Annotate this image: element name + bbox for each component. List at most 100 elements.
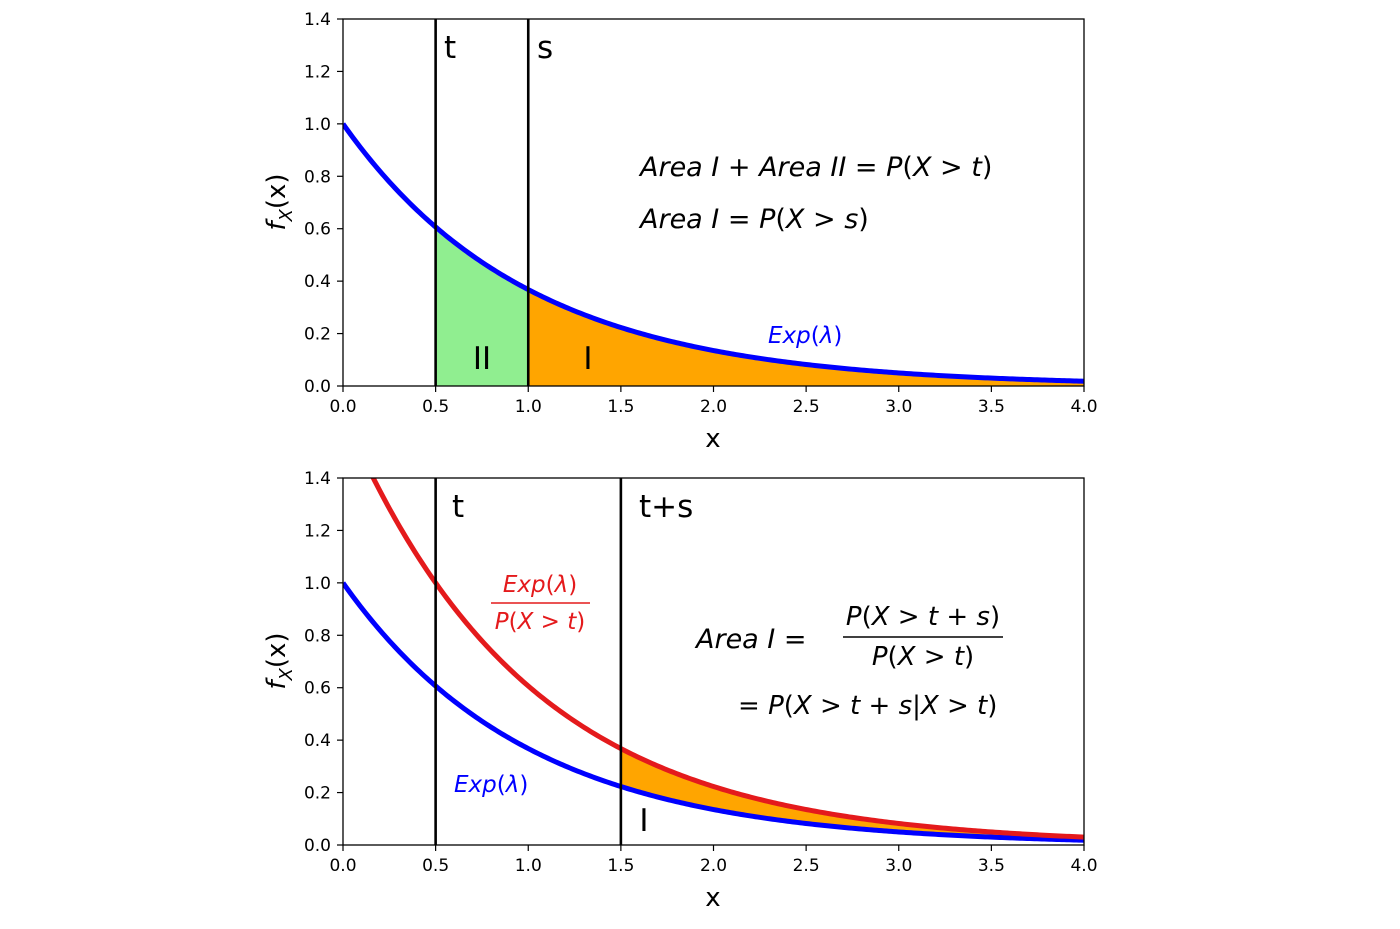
x-axis-label: x <box>705 424 720 454</box>
label-paren: ) <box>833 323 842 349</box>
x-ticks: 0.0 0.5 1.0 1.5 2.0 2.5 3.0 3.5 4.0 <box>329 386 1098 417</box>
shaded-regions <box>620 748 1084 841</box>
eq-op: ( <box>784 691 794 721</box>
vline-label-t: t <box>452 489 464 525</box>
label-op: ( <box>509 609 518 635</box>
label-paren: ( <box>546 572 555 598</box>
eq-term: Area I <box>694 624 775 655</box>
eq-op: ( <box>888 642 898 672</box>
series-layer <box>343 478 1084 843</box>
equation-denominator: P(X > t) <box>872 642 974 672</box>
y-label-sub: X <box>276 208 297 222</box>
region-label-II: II <box>473 341 491 377</box>
x-tick-label: 3.0 <box>885 397 912 417</box>
label-func: Exp <box>768 323 811 349</box>
eq-op: = <box>846 152 886 183</box>
eq-op: + <box>719 152 759 183</box>
x-tick-label: 3.5 <box>978 397 1005 417</box>
eq-term: s <box>976 602 990 632</box>
eq-term: P <box>846 602 862 632</box>
shaded-region-I <box>528 289 1084 386</box>
label-term: t <box>567 609 577 635</box>
x-tick-label: 4.0 <box>1070 397 1097 417</box>
equation-area-one: Area I = P(X > s) <box>638 204 869 235</box>
x-tick-label: 2.5 <box>793 397 820 417</box>
y-tick-label: 0.8 <box>304 167 331 187</box>
eq-term: X <box>870 602 891 632</box>
label-op: > <box>533 609 567 635</box>
equation-numerator: P(X > t + s) <box>846 602 1000 632</box>
x-tick-label: 0.5 <box>422 856 449 876</box>
x-tick-label: 2.0 <box>700 856 727 876</box>
x-tick-label: 3.0 <box>885 856 912 876</box>
eq-op: ( <box>862 602 872 632</box>
x-tick-label: 1.5 <box>607 856 634 876</box>
eq-term: P <box>872 642 888 672</box>
eq-op: > <box>812 691 850 721</box>
x-tick-label: 2.5 <box>793 856 820 876</box>
eq-term: t <box>977 691 988 721</box>
eq-term: Area I <box>638 152 719 183</box>
eq-op: ( <box>902 152 913 183</box>
eq-term: Area I <box>638 204 719 235</box>
eq-op: ) <box>987 691 997 721</box>
label-param: λ <box>818 323 834 349</box>
eq-op: ) <box>858 204 869 235</box>
shaded-region-I <box>620 748 1084 841</box>
y-tick-label: 0.8 <box>304 626 331 646</box>
equation-lhs: Area I = <box>694 624 815 655</box>
vline-label-t-plus-s: t+s <box>639 489 693 525</box>
shaded-regions <box>435 227 1084 386</box>
label-paren: ) <box>519 772 528 798</box>
x-axis-label: x <box>705 883 720 913</box>
y-label-arg: (x) <box>262 632 292 668</box>
shaded-region-II <box>435 227 529 386</box>
region-label-I: I <box>639 803 648 839</box>
eq-op: + <box>860 691 898 721</box>
x-tick-label: 4.0 <box>1070 856 1097 876</box>
eq-term: t <box>850 691 861 721</box>
equation-area-sum: Area I + Area II = P(X > t) <box>638 152 992 183</box>
x-tick-label: 1.0 <box>515 856 542 876</box>
y-tick-label: 0.0 <box>304 836 331 856</box>
eq-op: > <box>915 642 953 672</box>
y-label-arg: (x) <box>262 173 292 209</box>
region-label-I: I <box>583 341 592 377</box>
curve-label-exp: Exp(λ) <box>454 772 528 798</box>
label-term: X <box>517 609 535 635</box>
eq-op: = <box>719 204 759 235</box>
x-ticks: 0.0 0.5 1.0 1.5 2.0 2.5 3.0 3.5 4.0 <box>329 845 1098 876</box>
y-tick-label: 0.4 <box>304 731 331 751</box>
eq-op: > <box>890 602 928 632</box>
eq-op: ) <box>990 602 1000 632</box>
y-tick-label: 1.4 <box>304 10 331 30</box>
y-tick-label: 1.2 <box>304 62 331 82</box>
eq-term: P <box>886 152 903 183</box>
curve-label-conditional: Exp(λ) P(X > t) <box>491 572 590 635</box>
eq-term: Area II <box>757 152 846 183</box>
eq-term: X <box>896 642 917 672</box>
eq-term: X <box>911 152 932 183</box>
label-func: Exp <box>503 572 546 598</box>
label-op: ) <box>576 609 585 635</box>
y-axis-label: fX(x) <box>262 173 297 230</box>
x-tick-label: 0.0 <box>329 397 356 417</box>
y-label-sub: X <box>276 667 297 681</box>
bottom-plot: 0.0 0.5 1.0 1.5 2.0 2.5 3.0 3.5 4.0 0.0 0.2 0.4 0.6… <box>262 469 1098 913</box>
x-tick-label: 1.0 <box>515 397 542 417</box>
x-tick-label: 0.0 <box>329 856 356 876</box>
y-ticks: 0.0 0.2 0.4 0.6 0.8 1.0 1.2 1.4 <box>304 469 343 856</box>
equation-conditional: = P(X > t + s|X > t) <box>738 691 997 721</box>
x-tick-label: 3.5 <box>978 856 1005 876</box>
curve-label-exp: Exp(λ) <box>768 323 842 349</box>
label-param: λ <box>553 572 569 598</box>
y-tick-label: 0.2 <box>304 784 331 804</box>
vline-label-t: t <box>444 30 456 66</box>
y-tick-label: 0.2 <box>304 325 331 345</box>
eq-op: > <box>939 691 977 721</box>
eq-term: P <box>768 691 784 721</box>
vline-label-s: s <box>537 30 553 66</box>
x-tick-label: 2.0 <box>700 397 727 417</box>
y-tick-label: 1.4 <box>304 469 331 489</box>
eq-op: = <box>738 691 768 721</box>
